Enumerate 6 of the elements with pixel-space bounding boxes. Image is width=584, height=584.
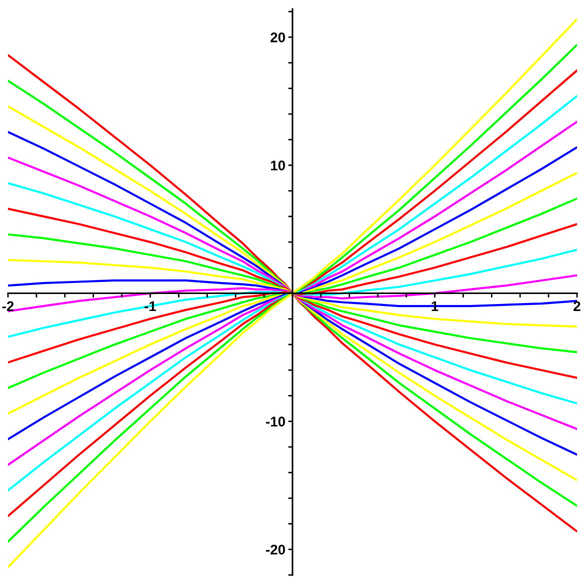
x-tick-label: 2 xyxy=(574,301,580,311)
y-tick-label: 20 xyxy=(270,32,285,42)
y-tick-label: -20 xyxy=(266,544,285,555)
y-tick-label: 10 xyxy=(270,160,285,170)
x-tick-label: -2 xyxy=(2,301,14,311)
y-tick-label: -10 xyxy=(266,416,285,427)
